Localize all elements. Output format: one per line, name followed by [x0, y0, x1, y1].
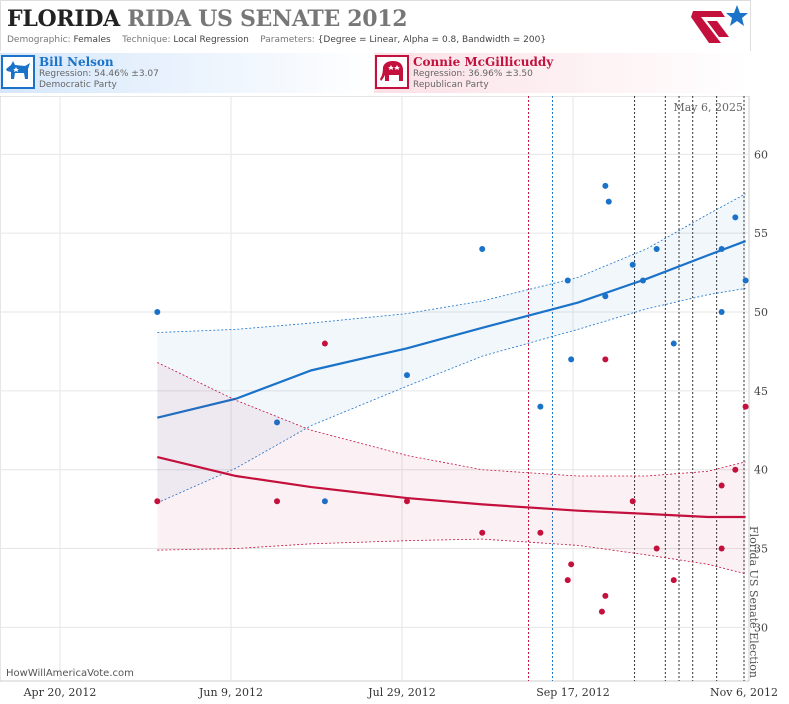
data-point — [639, 277, 646, 284]
candidate-party: Democratic Party — [39, 80, 117, 90]
technique-value: Local Regression — [173, 35, 249, 45]
donkey-icon — [1, 55, 35, 89]
data-point — [537, 529, 544, 536]
data-point — [479, 245, 486, 252]
confidence-band — [157, 193, 746, 503]
data-point — [154, 498, 161, 505]
data-point — [537, 403, 544, 410]
candidate-regression: Regression: 36.96% ±3.50 — [413, 69, 533, 79]
candidate-regression: Regression: 54.46% ±3.07 — [39, 69, 159, 79]
y-tick-label: 50 — [754, 306, 768, 319]
data-point — [653, 245, 660, 252]
elephant-icon — [375, 55, 409, 89]
data-point — [718, 309, 725, 316]
candidate-party: Republican Party — [413, 80, 489, 90]
data-point — [629, 261, 636, 268]
candidate-democrat[interactable]: Bill Nelson Regression: 54.46% ±3.07 Dem… — [0, 53, 374, 93]
parameters-line: Demographic: Females Technique: Local Re… — [7, 35, 546, 45]
candidate-republican[interactable]: Connie McGillicuddy Regression: 36.96% ±… — [374, 53, 749, 93]
header: FLORIDA RIDA US SENATE 2012 Demographic:… — [0, 0, 751, 51]
data-point — [605, 198, 612, 205]
data-point — [718, 545, 725, 552]
y-tick-label: 55 — [754, 227, 768, 240]
trend-line — [157, 240, 746, 419]
poll-chart: 30 35 40 45 50 55 60 Apr 20, 2012 Jun 9, 2012 Jul… — [0, 96, 778, 699]
y-tick-label: 60 — [754, 148, 768, 161]
data-point — [479, 529, 486, 536]
data-point — [629, 498, 636, 505]
technique-label: Technique: — [122, 35, 171, 45]
election-label: Florida US Senate Election — [747, 526, 760, 678]
data-point — [568, 356, 575, 363]
data-point — [154, 309, 161, 316]
candidate-name: Connie McGillicuddy — [413, 55, 554, 69]
y-tick-label: 45 — [754, 385, 768, 398]
confidence-band — [157, 362, 746, 574]
band-lower-line — [157, 287, 746, 504]
plot-area — [0, 96, 750, 682]
data-point — [718, 245, 725, 252]
data-point — [564, 277, 571, 284]
y-tick-label: 30 — [754, 621, 768, 634]
data-point — [403, 498, 410, 505]
candidate-name: Bill Nelson — [39, 55, 114, 69]
data-point — [274, 498, 281, 505]
x-tick-label: Jun 9, 2012 — [198, 686, 263, 699]
band-upper-line — [157, 362, 746, 477]
data-point — [564, 577, 571, 584]
data-point — [742, 403, 749, 410]
parameters-label: Parameters: — [260, 35, 315, 45]
chart-date-label: May 6, 2025 — [673, 101, 743, 114]
demographic-value: Females — [73, 35, 111, 45]
data-point — [274, 419, 281, 426]
data-point — [321, 498, 328, 505]
title-state: FLORIDA — [7, 6, 120, 32]
page-title: FLORIDA RIDA US SENATE 2012 — [7, 6, 408, 32]
data-point — [670, 340, 677, 347]
data-point — [742, 277, 749, 284]
title-race: RIDA US SENATE 2012 — [127, 6, 408, 32]
candidate-bar: Bill Nelson Regression: 54.46% ±3.07 Dem… — [0, 53, 749, 93]
y-tick-label: 35 — [754, 543, 768, 556]
y-tick-label: 40 — [754, 464, 768, 477]
data-point — [602, 182, 609, 189]
demographic-label: Demographic: — [7, 35, 71, 45]
parameters-value: {Degree = Linear, Alpha = 0.8, Bandwidth… — [317, 35, 547, 45]
data-point — [732, 466, 739, 473]
data-point — [602, 293, 609, 300]
data-point — [718, 482, 725, 489]
data-point — [568, 561, 575, 568]
x-tick-label: Sep 17, 2012 — [536, 686, 610, 699]
trend-line — [157, 456, 746, 519]
x-tick-label: Nov 6, 2012 — [710, 686, 778, 699]
x-tick-label: Apr 20, 2012 — [23, 686, 97, 699]
data-point — [732, 214, 739, 221]
data-point — [602, 356, 609, 363]
site-credit: HowWillAmericaVote.com — [6, 668, 134, 679]
x-tick-label: Jul 29, 2012 — [367, 686, 436, 699]
band-lower-line — [157, 538, 746, 575]
data-point — [602, 592, 609, 599]
data-point — [321, 340, 328, 347]
data-point — [598, 608, 605, 615]
data-point — [403, 372, 410, 379]
data-point — [670, 577, 677, 584]
data-point — [653, 545, 660, 552]
site-logo-icon[interactable] — [687, 3, 749, 49]
